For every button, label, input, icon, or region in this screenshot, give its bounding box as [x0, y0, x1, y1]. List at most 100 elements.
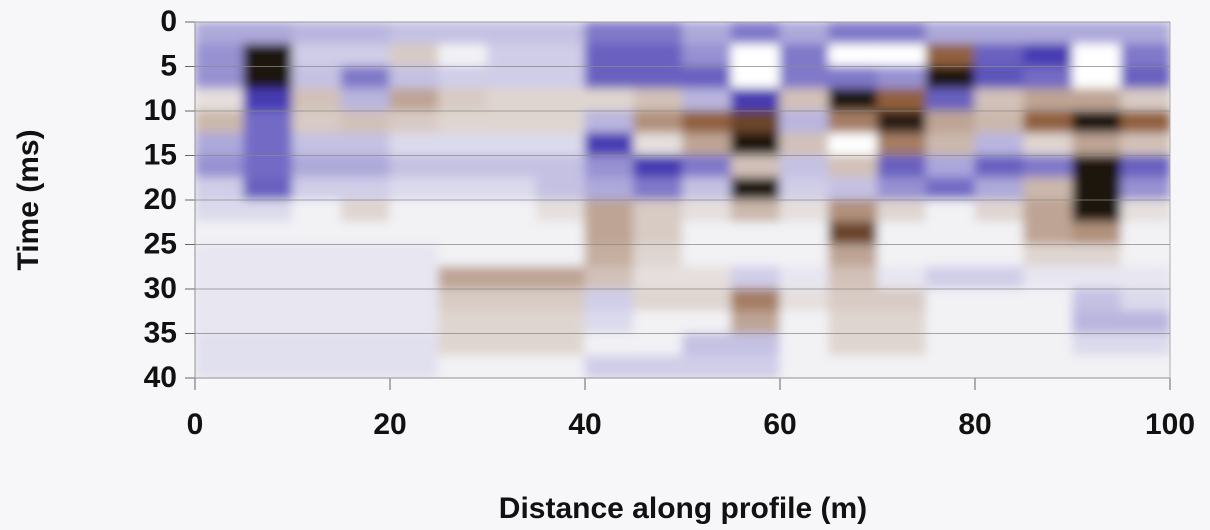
y-tick-label: 30: [144, 272, 177, 305]
heatmap-cell: [487, 43, 537, 67]
heatmap-cell: [243, 132, 293, 156]
heatmap-cell: [487, 310, 537, 334]
heatmap-cell: [730, 177, 781, 201]
heatmap-cell: [779, 88, 830, 112]
heatmap-cell: [243, 22, 293, 45]
heatmap-cell: [535, 155, 586, 179]
heatmap-cell: [828, 221, 878, 245]
heatmap-cell: [682, 43, 732, 67]
heatmap-cell: [195, 155, 245, 179]
heatmap-cell: [682, 310, 732, 334]
heatmap-cell: [340, 177, 391, 201]
heatmap-cell: [877, 43, 927, 67]
heatmap-cell: [682, 177, 732, 201]
heatmap-cell: [1072, 22, 1122, 45]
heatmap-cell: [633, 288, 683, 312]
heatmap-cell: [633, 355, 683, 378]
heatmap-cell: [974, 22, 1025, 45]
heatmap-cell: [1072, 221, 1122, 245]
heatmap-cell: [633, 310, 683, 334]
heatmap-cell: [730, 199, 781, 223]
heatmap-cell: [438, 266, 488, 290]
heatmap-cell: [292, 110, 342, 134]
heatmap-cell: [389, 333, 440, 357]
y-tick-label: 25: [144, 227, 177, 260]
heatmap-cell: [633, 244, 683, 268]
heatmap-cell: [877, 310, 927, 334]
y-tick-label: 20: [144, 183, 177, 216]
heatmap-cell: [243, 66, 293, 90]
heatmap-cell: [877, 244, 927, 268]
heatmap-cell: [195, 110, 245, 134]
heatmap-cell: [633, 177, 683, 201]
y-tick-label: 5: [160, 49, 177, 82]
heatmap-cell: [438, 177, 488, 201]
heatmap-cell: [828, 333, 878, 357]
heatmap-cell: [535, 22, 586, 45]
heatmap-cell: [195, 310, 245, 334]
x-axis-title: Distance along profile (m): [499, 492, 867, 525]
heatmap-cell: [1120, 355, 1170, 378]
heatmap-cell: [828, 155, 878, 179]
heatmap-cell: [535, 310, 586, 334]
heatmap-cell: [292, 355, 342, 378]
heatmap-cell: [1120, 310, 1170, 334]
heatmap-cell: [877, 199, 927, 223]
heatmap-cell: [974, 333, 1025, 357]
y-tick-label: 0: [160, 5, 177, 38]
heatmap-cell: [730, 221, 781, 245]
heatmap-cell: [243, 310, 293, 334]
heatmap-cell: [243, 110, 293, 134]
heatmap-cell: [292, 132, 342, 156]
heatmap-cell: [487, 355, 537, 378]
x-tick-label: 60: [763, 408, 796, 441]
heatmap-cell: [828, 310, 878, 334]
heatmap-cell: [1023, 155, 1073, 179]
heatmap-cell: [1120, 244, 1170, 268]
heatmap-cell: [535, 43, 586, 67]
heatmap-cell: [1120, 132, 1170, 156]
heatmap-cell: [438, 110, 488, 134]
heatmap-cell: [584, 355, 635, 378]
heatmap-cell: [1023, 221, 1073, 245]
heatmap-cell: [828, 288, 878, 312]
heatmap-cell: [779, 155, 830, 179]
heatmap-cell: [438, 22, 488, 45]
heatmap-cell: [1023, 310, 1073, 334]
heatmap-cell: [974, 355, 1025, 378]
heatmap-cell: [584, 43, 635, 67]
heatmap-cell: [438, 221, 488, 245]
heatmap-cell: [828, 355, 878, 378]
heatmap-cell: [1023, 88, 1073, 112]
heatmap-cell: [925, 266, 976, 290]
heatmap-cell: [1072, 88, 1122, 112]
heatmap-cell: [877, 266, 927, 290]
heatmap-cell: [535, 244, 586, 268]
heatmap-cell: [292, 266, 342, 290]
heatmap-cell: [292, 66, 342, 90]
heatmap-cell: [487, 22, 537, 45]
heatmap-cell: [730, 244, 781, 268]
heatmap-cell: [877, 333, 927, 357]
heatmap-cell: [292, 244, 342, 268]
heatmap-cell: [779, 266, 830, 290]
heatmap-cell: [195, 355, 245, 378]
heatmap-cell: [195, 266, 245, 290]
heatmap-cell: [438, 199, 488, 223]
heatmap-cell: [340, 199, 391, 223]
heatmap-cell: [877, 110, 927, 134]
heatmap-cell: [925, 177, 976, 201]
heatmap-cell: [1023, 177, 1073, 201]
heatmap-cell: [779, 288, 830, 312]
heatmap-cell: [243, 355, 293, 378]
heatmap-cell: [535, 355, 586, 378]
heatmap-cell: [682, 355, 732, 378]
heatmap-cell: [389, 310, 440, 334]
heatmap-cell: [633, 43, 683, 67]
heatmap-cell: [730, 88, 781, 112]
heatmap-cell: [340, 110, 391, 134]
heatmap-cell: [877, 66, 927, 90]
heatmap-cell: [340, 88, 391, 112]
heatmap-cell: [243, 288, 293, 312]
